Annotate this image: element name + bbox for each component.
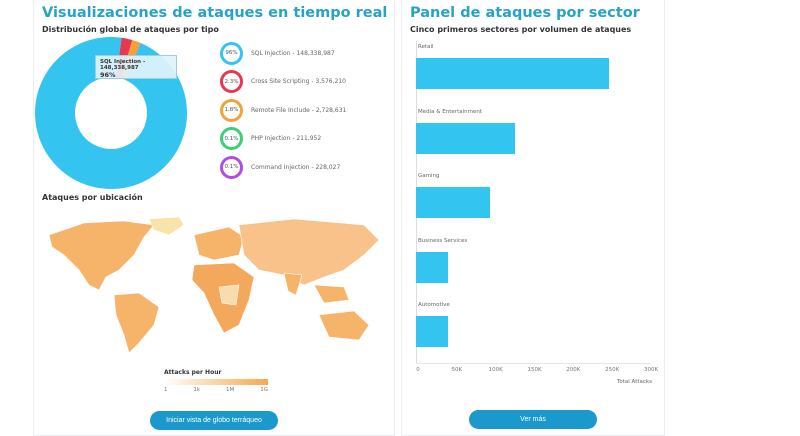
australia (318, 310, 370, 341)
x-axis-line (416, 363, 651, 364)
map-legend-title: Attacks per Hour (164, 369, 222, 376)
legend-pct: 0.1% (224, 135, 239, 142)
panel-title: Panel de ataques por sector (410, 5, 640, 21)
map-legend-tick: 1 (164, 387, 168, 393)
legend-label: Command Injection - 228,027 (251, 163, 341, 171)
x-tick-label: 50K (451, 367, 463, 373)
south-america (113, 292, 160, 354)
map-title: Ataques por ubicación (42, 193, 143, 202)
legend-ring: 1.8% (220, 98, 243, 122)
donut-tooltip: SQL Injection - 148,338,987 96% (95, 55, 177, 79)
bar-media-entertainment[interactable] (416, 122, 515, 154)
x-tick-label: 100K (488, 367, 503, 373)
map-legend-gradient (164, 379, 268, 385)
x-tick-label: 0 (416, 367, 420, 373)
category-label: Media & Entertainment (418, 108, 482, 115)
africa-central (218, 284, 240, 306)
x-axis-title: Total Attacks (616, 379, 652, 385)
world-attack-map[interactable] (44, 215, 384, 355)
tooltip-label: SQL Injection - 148,338,987 (100, 59, 146, 71)
legend-item[interactable]: 0.1% PHP Injection - 211,952 (220, 127, 321, 151)
legend-ring: 0.1% (220, 127, 243, 150)
north-america (48, 220, 155, 291)
x-tick-label: 250K (605, 367, 620, 373)
legend-ring: 2.3% (220, 70, 243, 93)
category-label: Business Services (418, 237, 468, 244)
legend-label: PHP Injection - 211,952 (251, 135, 322, 142)
map-legend-tick: 1k (193, 387, 201, 393)
legend-pct: 0.1% (224, 164, 239, 170)
category-label: Automotive (418, 302, 450, 308)
legend-pct: 96% (225, 50, 238, 56)
bar-retail[interactable] (416, 58, 609, 89)
greenland (148, 216, 185, 236)
category-label: Retail (418, 44, 434, 50)
map-legend: Attacks per Hour 1 1k 1M 1G (164, 369, 268, 393)
x-tick-label: 150K (527, 367, 542, 373)
legend-ring: 0.1% (220, 155, 243, 179)
tooltip-pct: 96% (100, 71, 116, 79)
category-label: Gaming (418, 173, 440, 179)
legend-item[interactable]: 0.1% Command Injection - 228,027 (220, 155, 340, 179)
bar-automotive[interactable] (416, 316, 449, 347)
start-globe-view-button[interactable]: Iniciar vista de globo terráqueo (150, 411, 278, 430)
donut-subtitle: Distribución global de ataques por tipo (42, 25, 219, 34)
sector-bar-chart: Retail Media & Entertainment Gaming Busines… (402, 0, 666, 397)
legend-pct: 2.3% (224, 78, 239, 85)
legend-label: Remote File Include - 2,728,631 (251, 106, 347, 114)
legend-item[interactable]: 96% SQL Injection - 148,338,987 (220, 41, 335, 65)
legend-label: Cross Site Scripting - 3,576,210 (251, 78, 346, 85)
x-tick-label: 200K (566, 367, 581, 373)
see-more-button[interactable]: Ver más (469, 410, 597, 429)
panel-title: Visualizaciones de ataques en tiempo rea… (42, 5, 388, 21)
legend-label: SQL Injection - 148,338,987 (251, 49, 335, 57)
bar-gaming[interactable] (416, 187, 491, 218)
map-legend-tick: 1M (226, 387, 235, 393)
legend-ring: 96% (220, 41, 243, 65)
legend-item[interactable]: 2.3% Cross Site Scripting - 3,576,210 (220, 70, 346, 94)
sector-attacks-panel: Panel de ataques por sector Cinco primer… (401, 0, 665, 436)
legend-pct: 1.8% (224, 107, 239, 113)
chart-subtitle: Cinco primeros sectores por volumen de a… (410, 25, 632, 34)
bar-business-services[interactable] (416, 251, 449, 283)
map-legend-tick: 1G (260, 387, 268, 393)
legend-item[interactable]: 1.8% Remote File Include - 2,728,631 (220, 98, 346, 122)
asia (238, 218, 380, 286)
southeast-asia (313, 284, 350, 304)
india (283, 272, 303, 296)
x-tick-label: 300K (643, 367, 659, 373)
attack-visualizations-panel: Visualizaciones de ataques en tiempo rea… (33, 0, 395, 436)
europe (193, 226, 245, 261)
